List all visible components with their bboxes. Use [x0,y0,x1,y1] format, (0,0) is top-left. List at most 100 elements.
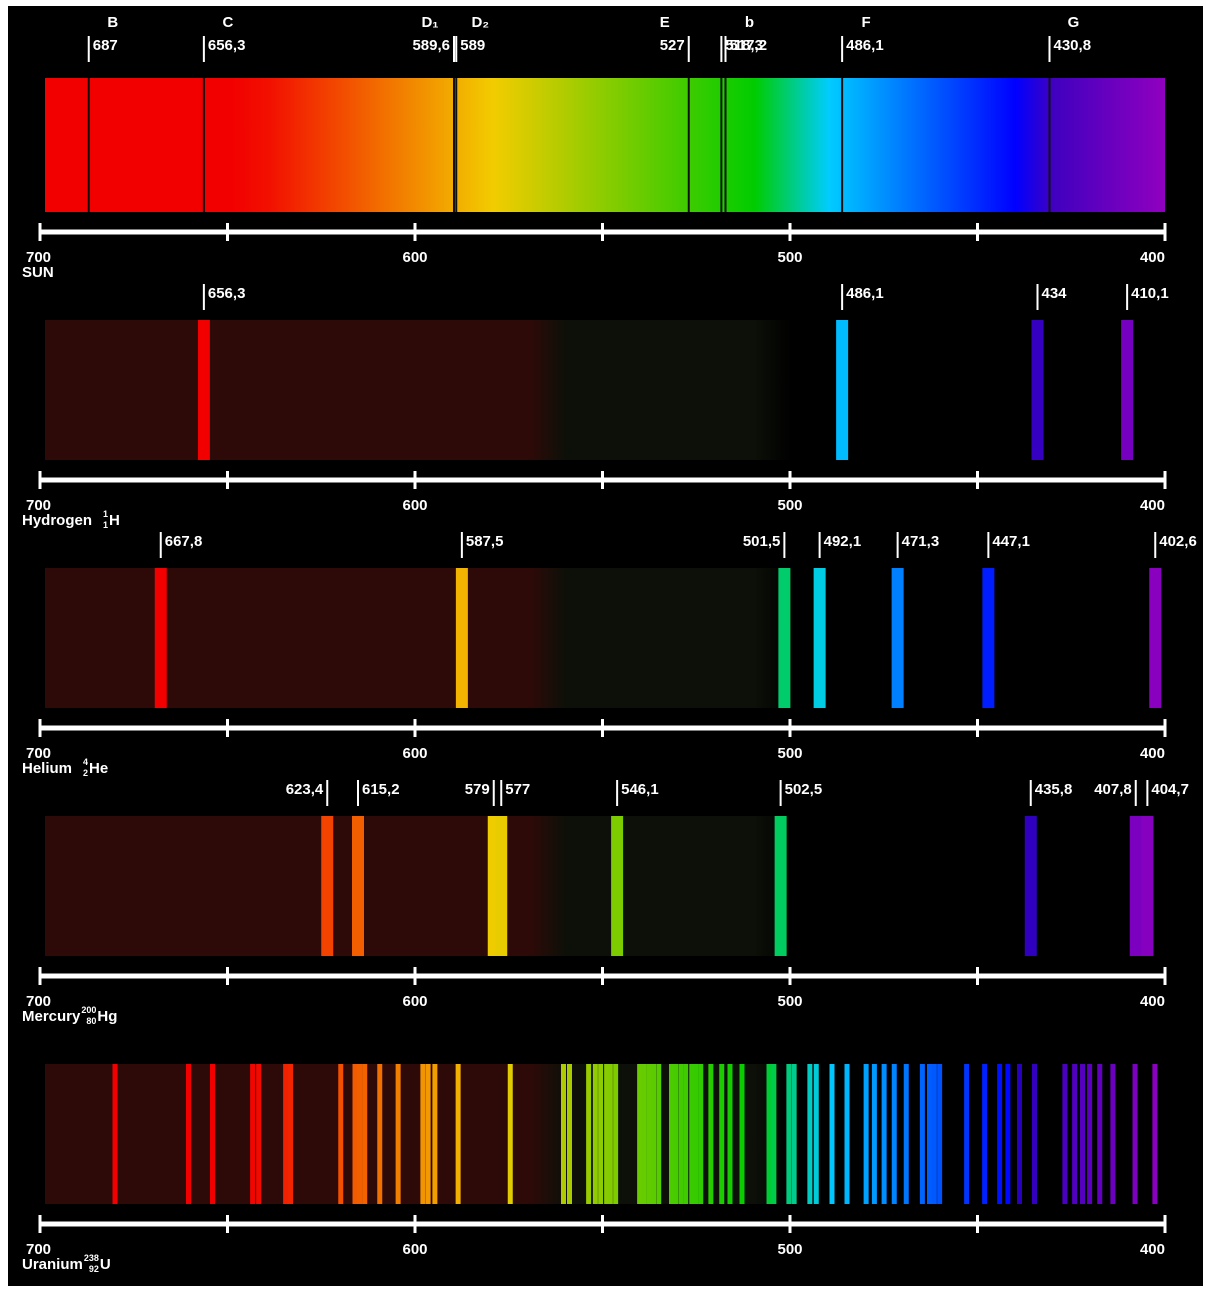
emission-line [561,1064,566,1204]
emission-line [774,816,787,956]
emission-line [352,816,364,956]
line-label: 579 [465,781,490,798]
emission-line [256,1064,262,1204]
x-tick-label: 400 [1140,249,1165,266]
isotope-symbol: U [100,1256,111,1273]
emission-line [1129,816,1142,956]
emission-line [844,1064,850,1204]
emission-line [395,1064,401,1204]
isotope-symbol: He [89,760,108,777]
emission-line [186,1064,191,1204]
line-letter: b [745,14,754,31]
element-name: Hydrogen [22,512,92,529]
emission-line [1087,1064,1093,1204]
emission-line [683,1064,689,1204]
emission-line [698,1064,704,1204]
emission-line [771,1064,777,1204]
emission-line [891,568,904,708]
isotope-mass: 1 [103,509,108,519]
emission-line [719,1064,725,1204]
emission-line [778,568,791,708]
line-letter: C [222,14,233,31]
emission-line [863,1064,869,1204]
absorption-line [202,78,205,212]
emission-line [1132,1064,1138,1204]
line-label: 486,1 [846,37,884,54]
emission-line [641,1064,647,1204]
line-label: 517,2 [730,37,768,54]
line-label: 656,3 [208,37,246,54]
isotope-mass: 4 [83,757,88,767]
emission-line [586,1064,592,1204]
emission-line [455,568,468,708]
emission-line [964,1064,970,1204]
emission-line [673,1064,679,1204]
isotope-mass: 200 [81,1005,96,1015]
emission-line [919,1064,925,1204]
emission-line [607,1064,613,1204]
line-label: 402,6 [1159,533,1197,550]
line-letter: D₂ [472,14,490,31]
line-label: 656,3 [208,285,246,302]
emission-line [791,1064,797,1204]
emission-line [432,1064,438,1204]
emission-line [338,1064,344,1204]
emission-line [357,1064,363,1204]
isotope-number: 92 [89,1264,99,1274]
emission-line [352,1064,358,1204]
emission-line [807,1064,813,1204]
emission-line [1005,1064,1011,1204]
x-tick-label: 500 [777,745,802,762]
x-tick-label: 700 [26,1241,51,1258]
line-label: 589,6 [412,37,450,54]
emission-line [425,1064,431,1204]
emission-line [982,1064,988,1204]
emission-line [112,1064,118,1204]
emission-line [1097,1064,1103,1204]
line-label: 410,1 [1131,285,1169,302]
emission-line [927,1064,932,1204]
isotope-symbol: Hg [97,1008,117,1025]
emission-line [250,1064,256,1204]
absorption-line [1048,78,1051,212]
absorption-line [724,78,727,212]
emission-line [881,1064,887,1204]
emission-line [891,1064,897,1204]
emission-line [931,1064,937,1204]
emission-line [604,1064,610,1204]
line-label: 587,5 [466,533,504,550]
emission-line [766,1064,772,1204]
spectrum-band [45,568,1165,708]
emission-line [871,1064,877,1204]
emission-line [1024,816,1037,956]
emission-line [1031,320,1044,460]
emission-line [1110,1064,1116,1204]
emission-line [321,816,334,956]
line-label: 430,8 [1054,37,1092,54]
line-label: 527 [660,37,685,54]
emission-line [708,1064,714,1204]
line-letter: E [660,14,670,31]
absorption-line [687,78,690,212]
emission-line [1017,1064,1022,1204]
emission-line [592,1064,598,1204]
emission-line [377,1064,383,1204]
emission-line [567,1064,572,1204]
isotope-mass: 238 [84,1253,99,1263]
emission-line [637,1064,643,1204]
emission-line [813,1064,819,1204]
isotope-number: 80 [86,1016,96,1026]
emission-line [598,1064,604,1204]
x-tick-label: 400 [1140,1241,1165,1258]
x-tick-label: 600 [402,249,427,266]
element-name: Uranium [22,1256,83,1273]
line-label: 471,3 [902,533,940,550]
emission-line [678,1064,684,1204]
x-tick-label: 500 [777,249,802,266]
emission-line [689,1064,695,1204]
x-tick-label: 500 [777,497,802,514]
emission-line [829,1064,835,1204]
absorption-line [720,78,723,212]
emission-line [455,1064,461,1204]
